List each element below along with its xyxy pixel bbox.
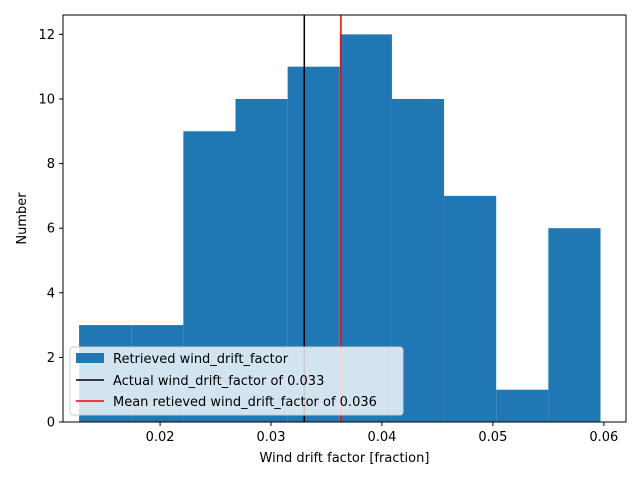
x-tick-label: 0.04 bbox=[367, 430, 396, 445]
histogram-bar bbox=[496, 389, 549, 422]
legend-swatch-histogram bbox=[76, 353, 104, 363]
x-tick-label: 0.05 bbox=[478, 430, 507, 445]
y-tick-label: 4 bbox=[47, 286, 55, 301]
legend-label-histogram: Retrieved wind_drift_factor bbox=[113, 352, 289, 367]
y-axis-label: Number bbox=[15, 192, 30, 245]
y-tick-label: 8 bbox=[47, 157, 55, 172]
histogram-bar bbox=[548, 228, 601, 422]
y-tick-label: 10 bbox=[38, 92, 55, 107]
y-tick-label: 2 bbox=[47, 351, 55, 366]
y-tick-label: 6 bbox=[47, 222, 55, 237]
legend: Retrieved wind_drift_factor Actual wind_… bbox=[69, 346, 404, 416]
legend-label-mean: Mean retieved wind_drift_factor of 0.036 bbox=[113, 395, 377, 410]
x-tick-label: 0.03 bbox=[257, 430, 286, 445]
legend-box bbox=[69, 346, 404, 416]
y-tick-label: 12 bbox=[38, 28, 55, 43]
plot-frame bbox=[62, 14, 627, 423]
x-axis-label: Wind drift factor [fraction] bbox=[260, 451, 430, 466]
y-tick-label: 0 bbox=[47, 416, 55, 431]
legend-label-actual: Actual wind_drift_factor of 0.033 bbox=[113, 374, 324, 389]
x-tick-label: 0.06 bbox=[589, 430, 618, 445]
x-axis-ticks: 0.02 0.03 0.04 0.05 0.06 bbox=[146, 422, 618, 445]
y-axis-ticks: 0 2 4 6 8 10 12 bbox=[38, 28, 63, 431]
histogram-bar bbox=[444, 195, 497, 422]
x-tick-label: 0.02 bbox=[146, 430, 175, 445]
